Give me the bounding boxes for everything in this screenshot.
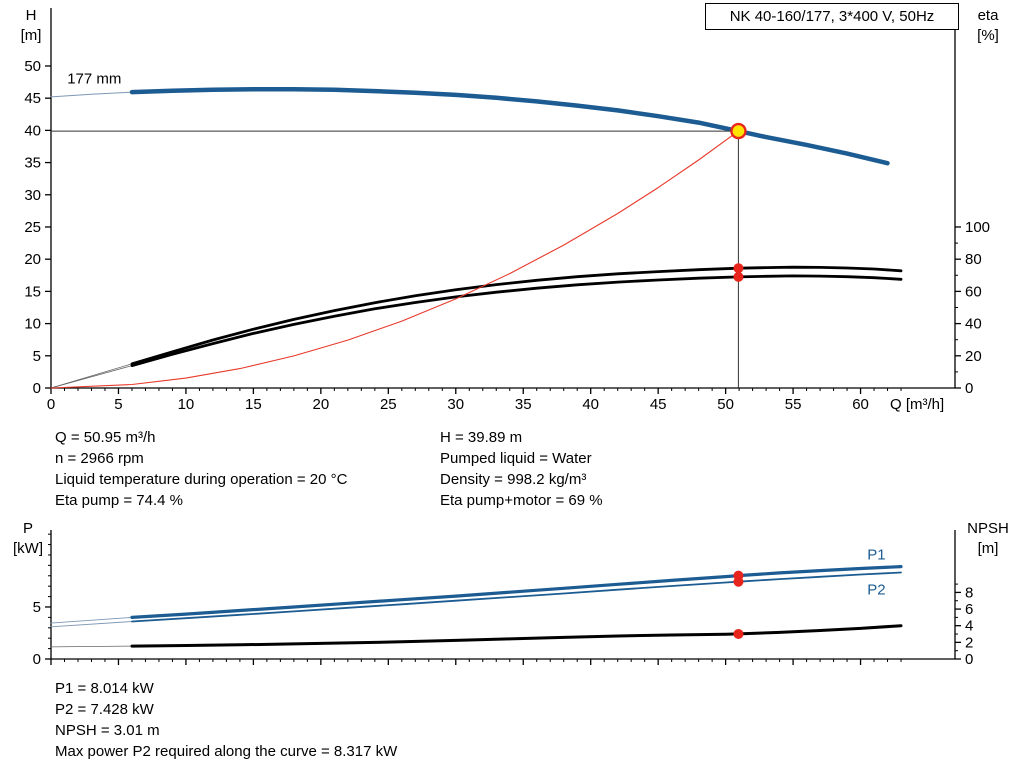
x-tick-label: 50 (717, 396, 734, 413)
y-left-axis-unit: [m] (21, 27, 42, 44)
left-tick-label: 5 (33, 348, 41, 365)
left-tick-label: 50 (24, 58, 41, 75)
eta-pump-motor-duty-dot (733, 271, 744, 282)
head-efficiency-chart: 0 5 10 15 20 25 30 35 40 45 50 55 60 0 5 10 15 20 25 30 35 40… (21, 7, 1000, 413)
left-tick-label: 0 (33, 651, 41, 668)
right-tick-label: 4 (965, 618, 973, 635)
detail-liquid-temperature: Liquid temperature during operation = 20… (55, 471, 348, 488)
left-tick-label: 25 (24, 219, 41, 236)
eta-pump-curve (130, 265, 903, 366)
eta-pump-motor-lead-in (50, 365, 133, 389)
x-tick-label: 55 (785, 396, 802, 413)
right-tick-label: 20 (965, 348, 982, 365)
right-tick-label: 60 (965, 283, 982, 300)
x-tick-label: 60 (852, 396, 869, 413)
x-tick-label: 0 (47, 396, 55, 413)
p1-curve-lead-in (50, 616, 133, 624)
right-tick-label: 0 (965, 380, 973, 397)
head-curve-177mm (129, 87, 890, 166)
detail-max-power: Max power P2 required along the curve = … (55, 743, 398, 760)
npsh-curve (130, 624, 903, 648)
detail-flow: Q = 50.95 m³/h (55, 429, 156, 446)
x-tick-label: 35 (515, 396, 532, 413)
operating-details-left-column: Q = 50.95 m³/h n = 2966 rpm Liquid tempe… (55, 427, 347, 511)
p2-duty-dot (733, 576, 744, 587)
x-tick-label: 45 (650, 396, 667, 413)
y-left-axis-title: H (26, 7, 37, 24)
detail-eta-pump: Eta pump = 74.4 % (55, 492, 183, 509)
impeller-diameter-label: 177 mm (67, 70, 121, 87)
left-tick-label: 35 (24, 155, 41, 172)
right-tick-label: 6 (965, 601, 973, 618)
x-tick-label: 25 (380, 396, 397, 413)
detail-p1: P1 = 8.014 kW (55, 680, 154, 697)
x-tick-label: 15 (245, 396, 262, 413)
right-tick-label: 40 (965, 316, 982, 333)
right-tick-label: 8 (965, 584, 973, 601)
left-tick-label: 30 (24, 187, 41, 204)
right-tick-label: 0 (965, 651, 973, 668)
left-tick-label: 45 (24, 90, 41, 107)
y-right-axis-title: NPSH (967, 520, 1009, 537)
right-tick-label: 100 (965, 219, 990, 236)
system-curve (50, 130, 739, 389)
right-tick-label: 2 (965, 634, 973, 651)
x-tick-label: 30 (447, 396, 464, 413)
detail-speed: n = 2966 rpm (55, 450, 144, 467)
y-left-axis-unit: [kW] (13, 540, 43, 557)
p2-series-label: P2 (867, 582, 885, 599)
y-right-axis-title: eta (978, 7, 1000, 24)
duty-point (730, 122, 747, 140)
head-curve-lead-in (50, 91, 133, 98)
x-tick-label: 10 (178, 396, 195, 413)
detail-npsh: NPSH = 3.01 m (55, 722, 160, 739)
power-details-column: P1 = 8.014 kW P2 = 7.428 kW NPSH = 3.01 … (55, 678, 397, 762)
left-tick-label: 15 (24, 283, 41, 300)
x-tick-label: 5 (114, 396, 122, 413)
detail-eta-pump-motor: Eta pump+motor = 69 % (440, 492, 603, 509)
right-tick-label: 80 (965, 251, 982, 268)
pump-model-title: NK 40-160/177, 3*400 V, 50Hz (705, 3, 959, 30)
left-tick-label: 0 (33, 380, 41, 397)
y-left-axis-title: P (23, 520, 33, 537)
eta-pump-duty-dot (733, 263, 744, 274)
y-right-axis-unit: [m] (978, 540, 999, 557)
detail-pumped-liquid: Pumped liquid = Water (440, 450, 592, 467)
left-tick-label: 5 (33, 599, 41, 616)
left-tick-label: 10 (24, 316, 41, 333)
operating-details-right-column: H = 39.89 m Pumped liquid = Water Densit… (440, 427, 603, 511)
x-tick-label: 20 (313, 396, 330, 413)
p2-curve-lead-in (50, 621, 133, 628)
left-tick-label: 40 (24, 122, 41, 139)
left-tick-label: 20 (24, 251, 41, 268)
npsh-curve-lead-in (50, 645, 133, 648)
p1-series-label: P1 (867, 547, 885, 564)
p2-curve (131, 571, 902, 623)
x-axis-title: Q [m³/h] (890, 396, 944, 413)
y-right-axis-unit: [%] (977, 27, 999, 44)
detail-head: H = 39.89 m (440, 429, 523, 446)
p1-curve (130, 565, 903, 619)
npsh-duty-dot (733, 628, 744, 639)
detail-p2: P2 = 7.428 kW (55, 701, 154, 718)
eta-pump-motor-curve (130, 274, 903, 367)
x-tick-label: 40 (582, 396, 599, 413)
detail-density: Density = 998.2 kg/m³ (440, 471, 587, 488)
